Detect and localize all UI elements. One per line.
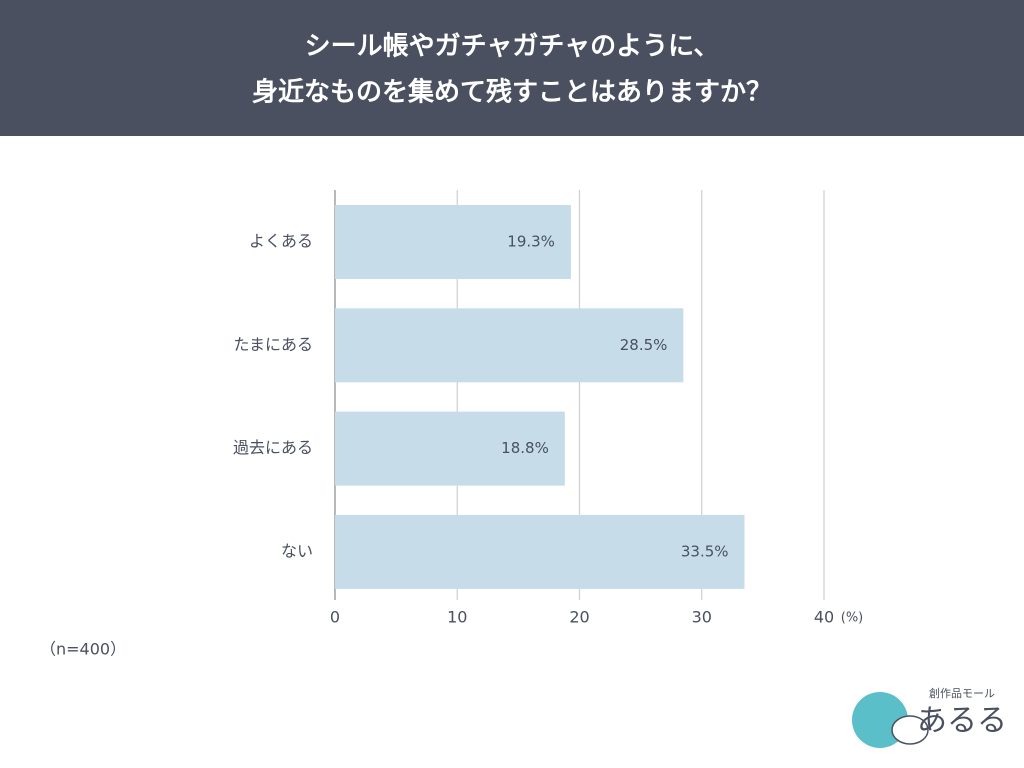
y-tick-label: 過去にある (233, 438, 313, 457)
x-tick-label: 0 (330, 608, 340, 627)
value-label: 33.5% (681, 542, 729, 560)
logo-tagline: 創作品モール (929, 686, 995, 700)
x-tick-label: 40 (814, 608, 834, 627)
bar (335, 411, 565, 486)
logo-name: あるる (917, 704, 1007, 739)
bar (335, 514, 745, 589)
axis-unit: (%) (841, 611, 864, 626)
x-tick-label: 30 (692, 608, 712, 627)
bar (335, 205, 571, 279)
x-tick-label: 10 (447, 608, 467, 627)
y-tick-label: たまにある (233, 335, 313, 354)
value-label: 18.8% (501, 439, 549, 457)
value-label: 28.5% (620, 336, 668, 354)
x-tick-label: 20 (569, 608, 589, 627)
chart-title: シール帳やガチャガチャのように、 (305, 32, 720, 62)
chart-title: 身近なものを集めて残すことはありますか？ (252, 77, 772, 108)
value-label: 19.3% (507, 233, 555, 251)
y-tick-label: よくある (249, 232, 313, 251)
sample-note: （n=400） (40, 640, 126, 659)
header-band (0, 0, 1024, 136)
logo: 創作品モール あるる (852, 686, 1007, 748)
y-tick-label: ない (281, 541, 313, 560)
logo-rabbit (891, 715, 929, 745)
bar (335, 308, 684, 383)
